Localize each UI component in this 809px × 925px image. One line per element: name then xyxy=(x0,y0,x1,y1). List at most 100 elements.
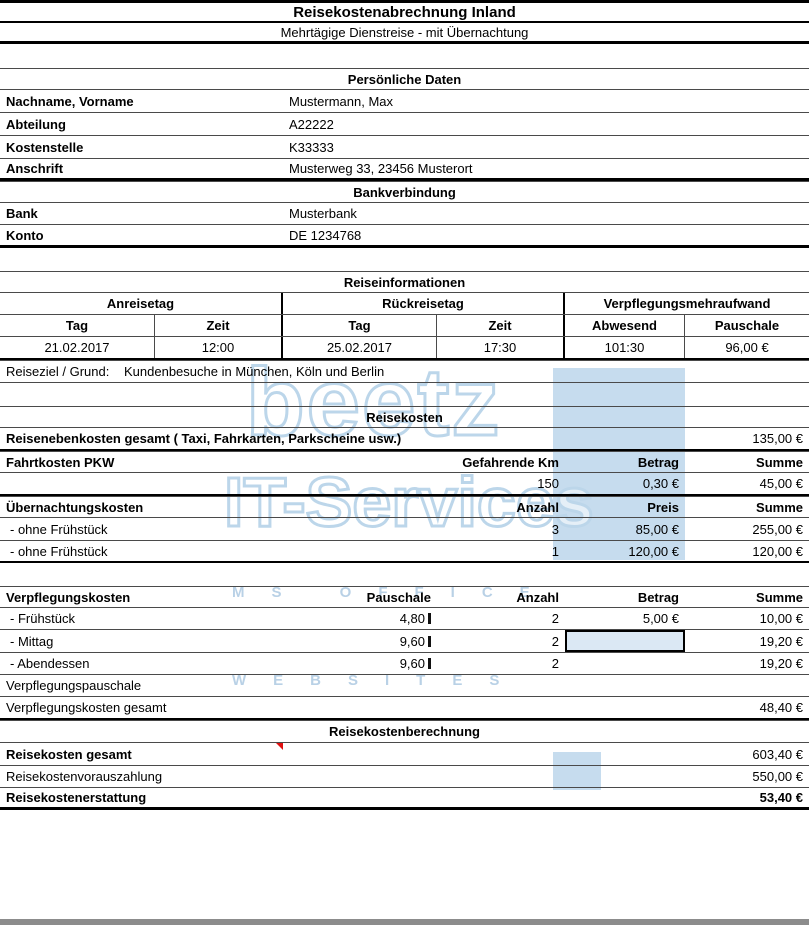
col-count: Anzahl xyxy=(516,499,559,515)
car-costs-label: Fahrtkosten PKW xyxy=(6,454,115,470)
bank-row: Bank Musterbank xyxy=(0,203,809,225)
calc-advance-cell[interactable]: 550,00 € xyxy=(752,769,803,784)
personal-row: Nachname, Vorname Mustermann, Max xyxy=(0,90,809,113)
lodging-price-cell[interactable]: 120,00 € xyxy=(628,543,679,559)
reason-label: Reiseziel / Grund: xyxy=(6,364,110,379)
costcenter-value[interactable]: K33333 xyxy=(289,139,334,155)
reason-value-cell[interactable]: Kundenbesuche in München, Köln und Berli… xyxy=(124,364,385,379)
lodging-header-row: Übernachtungskosten Anzahl Preis Summe xyxy=(0,496,809,518)
meal-flat-cell[interactable]: 9,60 xyxy=(283,630,437,652)
address-value[interactable]: Musterweg 33, 23456 Musterort xyxy=(289,161,473,176)
meals-total-row: Verpflegungskosten gesamt 48,40 € xyxy=(0,697,809,720)
meal-count-cell[interactable]: 2 xyxy=(551,656,559,671)
col-amount: Betrag xyxy=(637,589,679,605)
section-header-personal: Persönliche Daten xyxy=(0,68,809,90)
field-label: Kostenstelle xyxy=(6,139,84,155)
bank-value[interactable]: Musterbank xyxy=(289,206,357,221)
lodging-count-cell[interactable]: 1 xyxy=(551,543,559,559)
meal-flat-cell[interactable]: 4,80 xyxy=(283,608,437,629)
page-subtitle: Mehrtägige Dienstreise - mit Übernachtun… xyxy=(280,24,529,40)
group-allowance-header: Verpflegungsmehraufwand xyxy=(603,296,771,311)
meal-sum-cell[interactable]: 10,00 € xyxy=(759,611,803,626)
return-time-cell[interactable]: 17:30 xyxy=(437,337,565,358)
col-absent: Abwesend xyxy=(565,315,685,336)
calc-refund-cell[interactable]: 53,40 € xyxy=(759,790,803,805)
personal-row: Anschrift Musterweg 33, 23456 Musterort xyxy=(0,159,809,181)
personal-row: Abteilung A22222 xyxy=(0,113,809,136)
car-km-cell[interactable]: 150 xyxy=(537,476,559,491)
allowance-flat-cell[interactable]: 96,00 € xyxy=(725,340,769,355)
calc-label: Reisekostenvorauszahlung xyxy=(6,769,163,784)
lodging-count-cell[interactable]: 3 xyxy=(551,521,559,537)
meal-flat-cell[interactable]: 9,60 xyxy=(283,653,437,674)
col-sum: Summe xyxy=(756,454,803,470)
meals-flatrate-row: Verpflegungspauschale xyxy=(0,675,809,697)
lodging-sum-cell[interactable]: 255,00 € xyxy=(752,521,803,537)
empty-cell xyxy=(283,452,437,472)
car-costs-header-row: Fahrtkosten PKW Gefahrende Km Betrag Sum… xyxy=(0,451,809,473)
account-value[interactable]: DE 1234768 xyxy=(289,227,362,243)
lodging-item-label: - ohne Frühstück xyxy=(10,521,108,537)
car-sum-cell[interactable]: 45,00 € xyxy=(759,476,803,491)
col-price: Preis xyxy=(647,499,679,515)
meal-item-label: - Frühstück xyxy=(10,611,76,626)
outbound-time-cell[interactable]: 12:00 xyxy=(155,337,283,358)
misc-costs-label: Reisenebenkosten gesamt ( Taxi, Fahrkart… xyxy=(6,431,402,446)
calc-total-cell[interactable]: 603,40 € xyxy=(752,746,803,762)
return-day-cell[interactable]: 25.02.2017 xyxy=(283,337,437,358)
field-label: Anschrift xyxy=(6,161,64,176)
selected-cell[interactable] xyxy=(565,630,685,652)
section-title: Bankverbindung xyxy=(353,184,456,200)
calc-label: Reisekosten gesamt xyxy=(6,746,132,762)
meal-item-label: - Mittag xyxy=(10,633,54,649)
meal-count-cell[interactable]: 2 xyxy=(551,611,559,626)
car-costs-values-row: 150 0,30 € 45,00 € xyxy=(0,473,809,496)
meal-count-cell[interactable]: 2 xyxy=(551,633,559,649)
department-value[interactable]: A22222 xyxy=(289,116,334,132)
section-title: Reiseinformationen xyxy=(343,274,466,290)
meal-flat-value: 9,60 xyxy=(399,633,425,649)
field-label: Konto xyxy=(6,227,44,243)
lodging-label: Übernachtungskosten xyxy=(6,499,144,515)
trip-reason-row: Reiseziel / Grund: Kundenbesuche in Münc… xyxy=(0,360,809,383)
section-header-bank: Bankverbindung xyxy=(0,181,809,203)
col-sum: Summe xyxy=(756,589,803,605)
section-header-costs: Reisekosten xyxy=(0,406,809,428)
empty-cell xyxy=(283,518,437,540)
col-flat: Pauschale xyxy=(714,318,780,333)
section-title: Persönliche Daten xyxy=(347,71,462,87)
lodging-item-label: - ohne Frühstück xyxy=(10,543,108,559)
meal-sum-cell[interactable]: 19,20 € xyxy=(759,656,803,671)
car-rate-cell[interactable]: 0,30 € xyxy=(642,476,679,491)
outbound-day-cell[interactable]: 21.02.2017 xyxy=(0,337,155,358)
comment-triangle-icon xyxy=(276,743,283,750)
col-amount: Betrag xyxy=(637,454,679,470)
meal-amount-cell[interactable]: 5,00 € xyxy=(642,611,679,626)
meal-sum-cell[interactable]: 19,20 € xyxy=(759,633,803,649)
lodging-price-cell[interactable]: 85,00 € xyxy=(635,521,679,537)
calc-row-total: Reisekosten gesamt 603,40 € xyxy=(0,743,809,766)
col-day-outbound: Tag xyxy=(0,315,155,336)
lodging-sum-cell[interactable]: 120,00 € xyxy=(752,543,803,559)
col-time-return: Zeit xyxy=(437,315,565,336)
meal-amount-cell[interactable] xyxy=(565,653,685,674)
subtitle-row: Mehrtägige Dienstreise - mit Übernachtun… xyxy=(0,23,809,44)
tick-mark-icon xyxy=(428,613,431,624)
bottom-scrollbar[interactable] xyxy=(0,919,809,925)
section-header-calculation: Reisekostenberechnung xyxy=(0,720,809,743)
meal-flat-value: 9,60 xyxy=(399,656,425,671)
spacer xyxy=(0,248,809,271)
meal-row-dinner: - Abendessen 9,60 2 19,20 € xyxy=(0,653,809,675)
page-title: Reisekostenabrechnung Inland xyxy=(293,3,516,21)
spacer xyxy=(0,383,809,406)
meals-flatrate-label: Verpflegungspauschale xyxy=(6,678,142,693)
calc-row-advance: Reisekostenvorauszahlung 550,00 € xyxy=(0,766,809,788)
meals-total-cell[interactable]: 48,40 € xyxy=(759,700,803,715)
field-label: Nachname, Vorname xyxy=(6,93,134,109)
absent-hours-cell[interactable]: 101:30 xyxy=(565,337,685,358)
misc-costs-total-cell[interactable]: 135,00 € xyxy=(752,431,803,446)
empty-cell xyxy=(283,497,437,517)
name-value[interactable]: Mustermann, Max xyxy=(289,93,394,109)
misc-costs-row: Reisenebenkosten gesamt ( Taxi, Fahrkart… xyxy=(0,428,809,451)
lodging-row: - ohne Frühstück 1 120,00 € 120,00 € xyxy=(0,541,809,563)
